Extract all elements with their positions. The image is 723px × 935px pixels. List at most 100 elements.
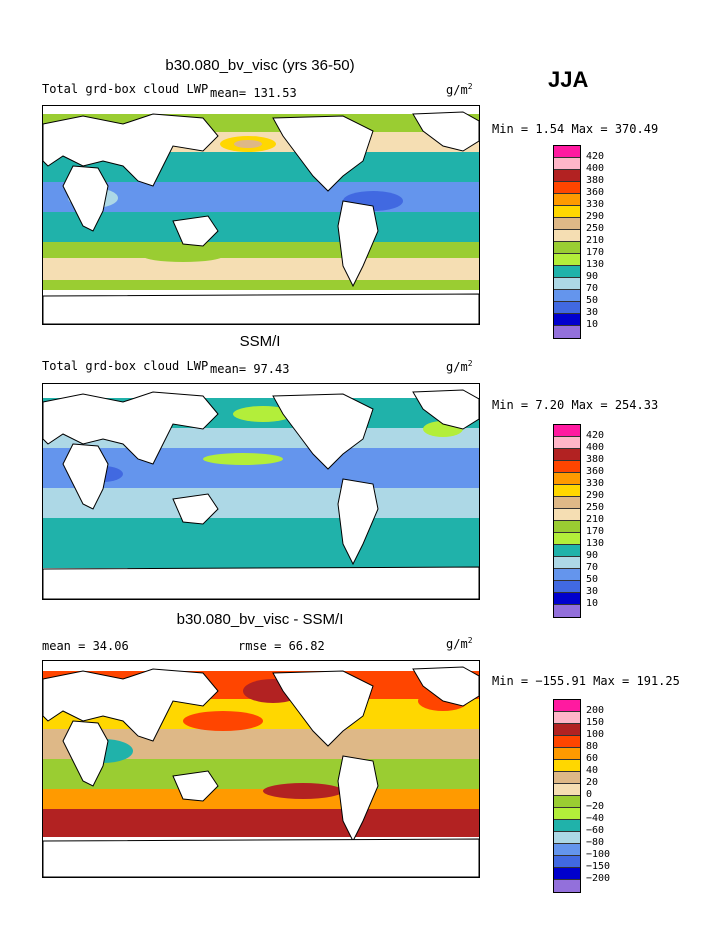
- colorbar-label: 0: [586, 789, 593, 800]
- panel-3-minmax: Min = −155.91 Max = 191.25: [492, 674, 680, 688]
- panel-1-units: g/m2: [446, 82, 473, 97]
- colorbar-label: 80: [586, 741, 599, 752]
- colorbar-swatch: [554, 545, 580, 557]
- colorbar-swatch: [554, 242, 580, 254]
- colorbar-label: 290: [586, 211, 605, 222]
- panel-2-map-graphic: [43, 384, 479, 599]
- panel-3-colorbar: [553, 699, 581, 893]
- colorbar-label: 10: [586, 319, 599, 330]
- colorbar-label: 20: [586, 777, 599, 788]
- colorbar-label: 170: [586, 526, 605, 537]
- colorbar-label: 70: [586, 283, 599, 294]
- panel-1-map-graphic: [43, 106, 479, 324]
- colorbar-label: 250: [586, 223, 605, 234]
- colorbar-label: 330: [586, 199, 605, 210]
- colorbar-label: −60: [586, 825, 605, 836]
- colorbar-swatch: [554, 796, 580, 808]
- colorbar-swatch: [554, 808, 580, 820]
- colorbar-label: 210: [586, 235, 605, 246]
- panel-2-mean: mean= 97.43: [210, 362, 290, 376]
- panel-3-units: g/m2: [446, 636, 473, 651]
- colorbar-label: 90: [586, 550, 599, 561]
- colorbar-swatch: [554, 593, 580, 605]
- colorbar-label: 400: [586, 163, 605, 174]
- colorbar-label: 130: [586, 538, 605, 549]
- colorbar-swatch: [554, 521, 580, 533]
- colorbar-swatch: [554, 748, 580, 760]
- colorbar-label: −80: [586, 837, 605, 848]
- season-label: JJA: [548, 67, 589, 92]
- colorbar-label: 100: [586, 729, 605, 740]
- colorbar-swatch: [554, 581, 580, 593]
- colorbar-label: 70: [586, 562, 599, 573]
- colorbar-swatch: [554, 290, 580, 302]
- colorbar-swatch: [554, 868, 580, 880]
- colorbar-label: 330: [586, 478, 605, 489]
- colorbar-label: 90: [586, 271, 599, 282]
- colorbar-swatch: [554, 605, 580, 617]
- colorbar-label: 50: [586, 574, 599, 585]
- colorbar-swatch: [554, 473, 580, 485]
- colorbar-swatch: [554, 254, 580, 266]
- colorbar-swatch: [554, 425, 580, 437]
- colorbar-swatch: [554, 326, 580, 338]
- colorbar-label: 10: [586, 598, 599, 609]
- colorbar-swatch: [554, 760, 580, 772]
- panel-1-map: [42, 105, 480, 325]
- panel-3-rmse: rmse = 66.82: [238, 639, 325, 653]
- colorbar-label: 420: [586, 151, 605, 162]
- colorbar-label: 380: [586, 454, 605, 465]
- colorbar-swatch: [554, 820, 580, 832]
- panel-3-colorbar-labels: 200 150 100 80 60 40 20 0 −20 −40 −60 −80 −100 −150 −2…: [586, 705, 610, 885]
- colorbar-swatch: [554, 736, 580, 748]
- colorbar-swatch: [554, 437, 580, 449]
- colorbar-label: 150: [586, 717, 605, 728]
- colorbar-swatch: [554, 206, 580, 218]
- panel-2-colorbar-labels: 420 400 380 360 330 290 250 210 170 130 90 70 50 30 10: [586, 430, 604, 610]
- colorbar-swatch: [554, 449, 580, 461]
- colorbar-label: −40: [586, 813, 605, 824]
- colorbar-swatch: [554, 302, 580, 314]
- colorbar-swatch: [554, 509, 580, 521]
- colorbar-swatch: [554, 772, 580, 784]
- colorbar-label: 200: [586, 705, 605, 716]
- colorbar-swatch: [554, 218, 580, 230]
- colorbar-swatch: [554, 230, 580, 242]
- colorbar-label: 60: [586, 753, 599, 764]
- panel-1-title: b30.080_bv_visc (yrs 36-50): [165, 57, 355, 74]
- colorbar-label: 400: [586, 442, 605, 453]
- colorbar-label: 290: [586, 490, 605, 501]
- panel-3-map: [42, 660, 480, 878]
- panel-1-mean: mean= 131.53: [210, 86, 297, 100]
- colorbar-swatch: [554, 832, 580, 844]
- panel-3-map-graphic: [43, 661, 479, 877]
- panel-2-title: SSM/I: [239, 333, 281, 350]
- colorbar-label: −20: [586, 801, 605, 812]
- panel-3-mean: mean = 34.06: [42, 639, 129, 653]
- colorbar-swatch: [554, 569, 580, 581]
- colorbar-swatch: [554, 724, 580, 736]
- panel-1-colorbar: [553, 145, 581, 339]
- colorbar-swatch: [554, 461, 580, 473]
- colorbar-swatch: [554, 712, 580, 724]
- colorbar-label: 40: [586, 765, 599, 776]
- colorbar-label: 170: [586, 247, 605, 258]
- panel-1-subtitle: Total grd-box cloud LWP: [42, 82, 209, 96]
- colorbar-label: 210: [586, 514, 605, 525]
- panel-1-minmax: Min = 1.54 Max = 370.49: [492, 122, 659, 136]
- colorbar-swatch: [554, 497, 580, 509]
- colorbar-swatch: [554, 146, 580, 158]
- colorbar-swatch: [554, 194, 580, 206]
- colorbar-swatch: [554, 170, 580, 182]
- colorbar-swatch: [554, 700, 580, 712]
- colorbar-label: 130: [586, 259, 605, 270]
- colorbar-label: −100: [586, 849, 611, 860]
- colorbar-label: −200: [586, 873, 611, 884]
- colorbar-swatch: [554, 880, 580, 892]
- colorbar-swatch: [554, 844, 580, 856]
- colorbar-swatch: [554, 557, 580, 569]
- colorbar-swatch: [554, 533, 580, 545]
- colorbar-label: 30: [586, 586, 599, 597]
- panel-1-colorbar-labels: 420 400 380 360 330 290 250 210 170 130 90 70 50 30 10: [586, 151, 604, 331]
- colorbar-swatch: [554, 182, 580, 194]
